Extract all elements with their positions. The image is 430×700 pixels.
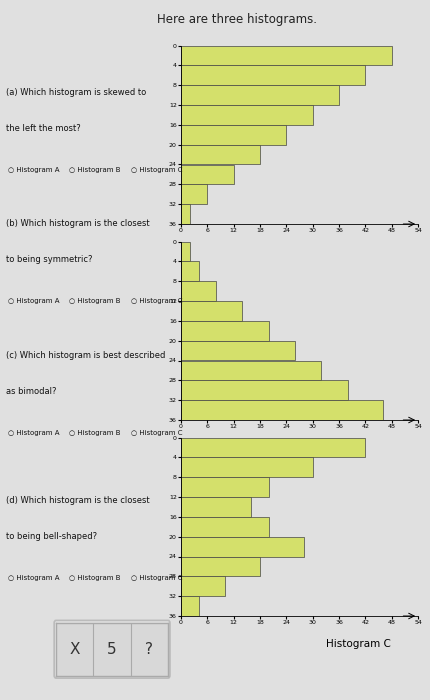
Text: ○ Histogram A: ○ Histogram A <box>8 575 59 580</box>
Bar <box>181 497 251 517</box>
Text: Here are three histograms.: Here are three histograms. <box>157 13 316 26</box>
Text: (c) Which histogram is best described: (c) Which histogram is best described <box>6 351 165 360</box>
Bar <box>181 105 312 125</box>
Text: as bimodal?: as bimodal? <box>6 387 56 396</box>
Text: ○ Histogram C: ○ Histogram C <box>131 575 182 580</box>
Bar <box>181 301 242 321</box>
Text: ○ Histogram B: ○ Histogram B <box>69 575 121 580</box>
Bar <box>181 400 382 420</box>
Text: (d) Which histogram is the closest: (d) Which histogram is the closest <box>6 496 149 505</box>
Bar <box>181 241 189 261</box>
Bar <box>181 321 268 341</box>
Bar <box>181 596 198 616</box>
Bar <box>181 380 347 400</box>
Bar <box>181 517 268 537</box>
Bar <box>181 164 233 184</box>
Text: 5: 5 <box>107 642 117 657</box>
Bar <box>181 457 312 477</box>
Bar <box>181 204 189 224</box>
Bar <box>181 341 295 360</box>
Bar <box>181 537 303 556</box>
Bar <box>181 261 198 281</box>
Text: ○ Histogram B: ○ Histogram B <box>69 167 121 173</box>
Bar <box>181 576 224 596</box>
Bar <box>181 46 391 65</box>
Text: ○ Histogram C: ○ Histogram C <box>131 298 182 304</box>
Text: X: X <box>69 642 80 657</box>
Bar <box>181 85 338 105</box>
Bar <box>181 360 321 380</box>
Text: (b) Which histogram is the closest: (b) Which histogram is the closest <box>6 219 149 228</box>
Text: Histogram B: Histogram B <box>326 443 390 453</box>
Text: ○ Histogram C: ○ Histogram C <box>131 430 182 436</box>
Text: ○ Histogram A: ○ Histogram A <box>8 298 59 304</box>
Text: to being symmetric?: to being symmetric? <box>6 256 92 265</box>
Text: Histogram A: Histogram A <box>326 247 390 257</box>
Bar <box>181 281 215 301</box>
Bar <box>181 184 207 204</box>
Bar <box>181 125 286 145</box>
Text: to being bell-shaped?: to being bell-shaped? <box>6 532 97 541</box>
Bar <box>181 65 365 85</box>
Bar <box>181 145 259 164</box>
Text: the left the most?: the left the most? <box>6 124 81 133</box>
Bar <box>181 477 268 497</box>
Text: ○ Histogram B: ○ Histogram B <box>69 430 121 436</box>
Bar <box>181 556 259 576</box>
Text: Histogram C: Histogram C <box>326 639 390 649</box>
Text: (a) Which histogram is skewed to: (a) Which histogram is skewed to <box>6 88 146 97</box>
Bar <box>181 438 365 457</box>
Text: ○ Histogram B: ○ Histogram B <box>69 298 121 304</box>
Text: ?: ? <box>145 642 153 657</box>
Text: ○ Histogram A: ○ Histogram A <box>8 167 59 173</box>
Text: ○ Histogram A: ○ Histogram A <box>8 430 59 436</box>
Text: ○ Histogram C: ○ Histogram C <box>131 167 182 173</box>
